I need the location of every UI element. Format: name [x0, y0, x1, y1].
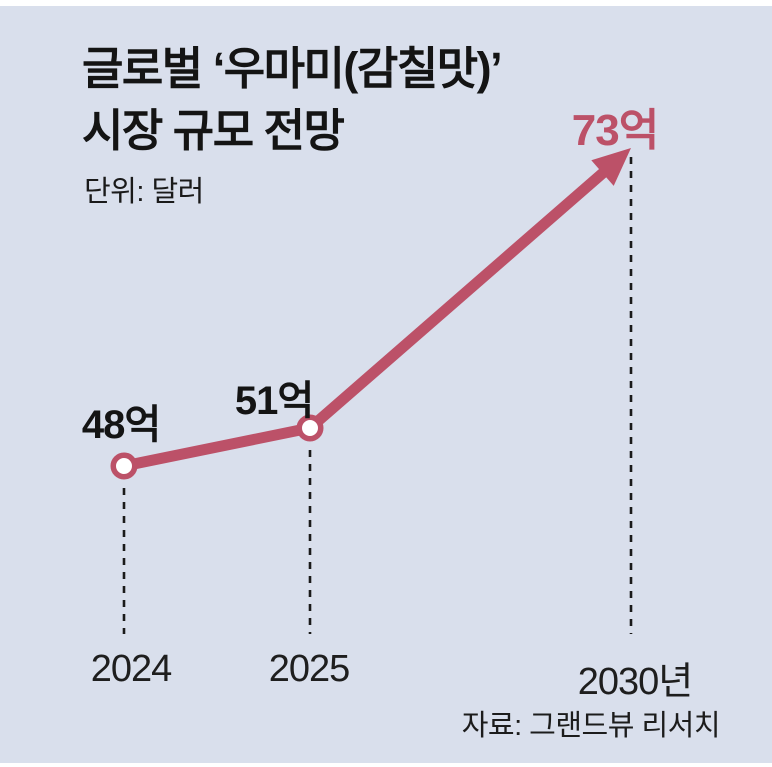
- x-axis-label-2030: 2030년: [577, 661, 693, 703]
- trend-line: [122, 167, 608, 472]
- data-point-marker-2025: [296, 414, 324, 442]
- chart-title-line2: 시장 규모 전망: [82, 105, 345, 156]
- value-label-2030: 73억: [571, 106, 659, 155]
- x-axis-label-2024: 2024: [90, 648, 173, 690]
- chart-title-line1: 글로벌 ‘우마미(감칠맛)’: [82, 43, 503, 94]
- unit-label: 단위: 달러: [84, 176, 204, 208]
- x-axis-label-2025: 2025: [268, 648, 351, 690]
- source-credit: 자료: 그랜드뷰 리서치: [461, 710, 721, 742]
- trend-arrow-head-icon: [591, 148, 631, 186]
- chart-background-panel: [0, 6, 772, 763]
- data-point-marker-2024: [110, 452, 138, 480]
- chart-title: 글로벌 ‘우마미(감칠맛)’ 시장 규모 전망: [82, 38, 503, 162]
- value-label-2024: 48억: [81, 403, 161, 447]
- value-label-2025: 51억: [234, 379, 314, 423]
